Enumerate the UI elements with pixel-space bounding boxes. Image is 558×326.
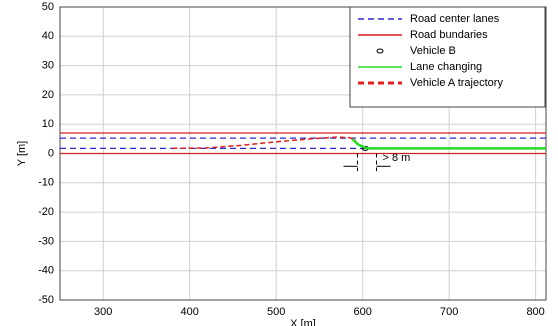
y-tick-label: -10 [38,177,54,189]
y-axis-label: Y [m] [16,141,28,166]
trajectory [351,137,546,150]
legend-label: Vehicle B [410,45,456,57]
y-tick-label: -50 [38,294,54,306]
y-tick-label: 40 [42,30,54,42]
y-tick-label: 10 [42,118,54,130]
x-tick-label: 400 [181,306,199,318]
y-tick-label: -40 [38,265,54,277]
legend-label: Lane changing [410,61,482,73]
trajectory [172,136,357,150]
y-tick-label: 0 [48,147,54,159]
legend-label: Road center lanes [410,13,500,25]
legend: Road center lanes Road bundaries Vehicle B… [349,6,546,108]
legend-marker [376,48,384,54]
annotation-text: > 8 m [383,152,411,164]
y-tick-label: 20 [42,89,54,101]
x-tick-label: 500 [267,306,285,318]
y-tick-label: -30 [38,235,54,247]
x-tick-label: 700 [440,306,458,318]
x-tick-label: 800 [526,306,544,318]
y-tick-label: -20 [38,206,54,218]
legend-label: Road bundaries [410,29,488,41]
y-tick-label: 50 [42,1,54,13]
x-axis-label: X [m] [290,318,316,326]
x-tick-label: 300 [94,306,112,318]
legend-label: Vehicle A trajectory [410,77,503,89]
y-tick-label: 30 [42,60,54,72]
x-tick-label: 600 [353,306,371,318]
legend-box [349,6,546,108]
